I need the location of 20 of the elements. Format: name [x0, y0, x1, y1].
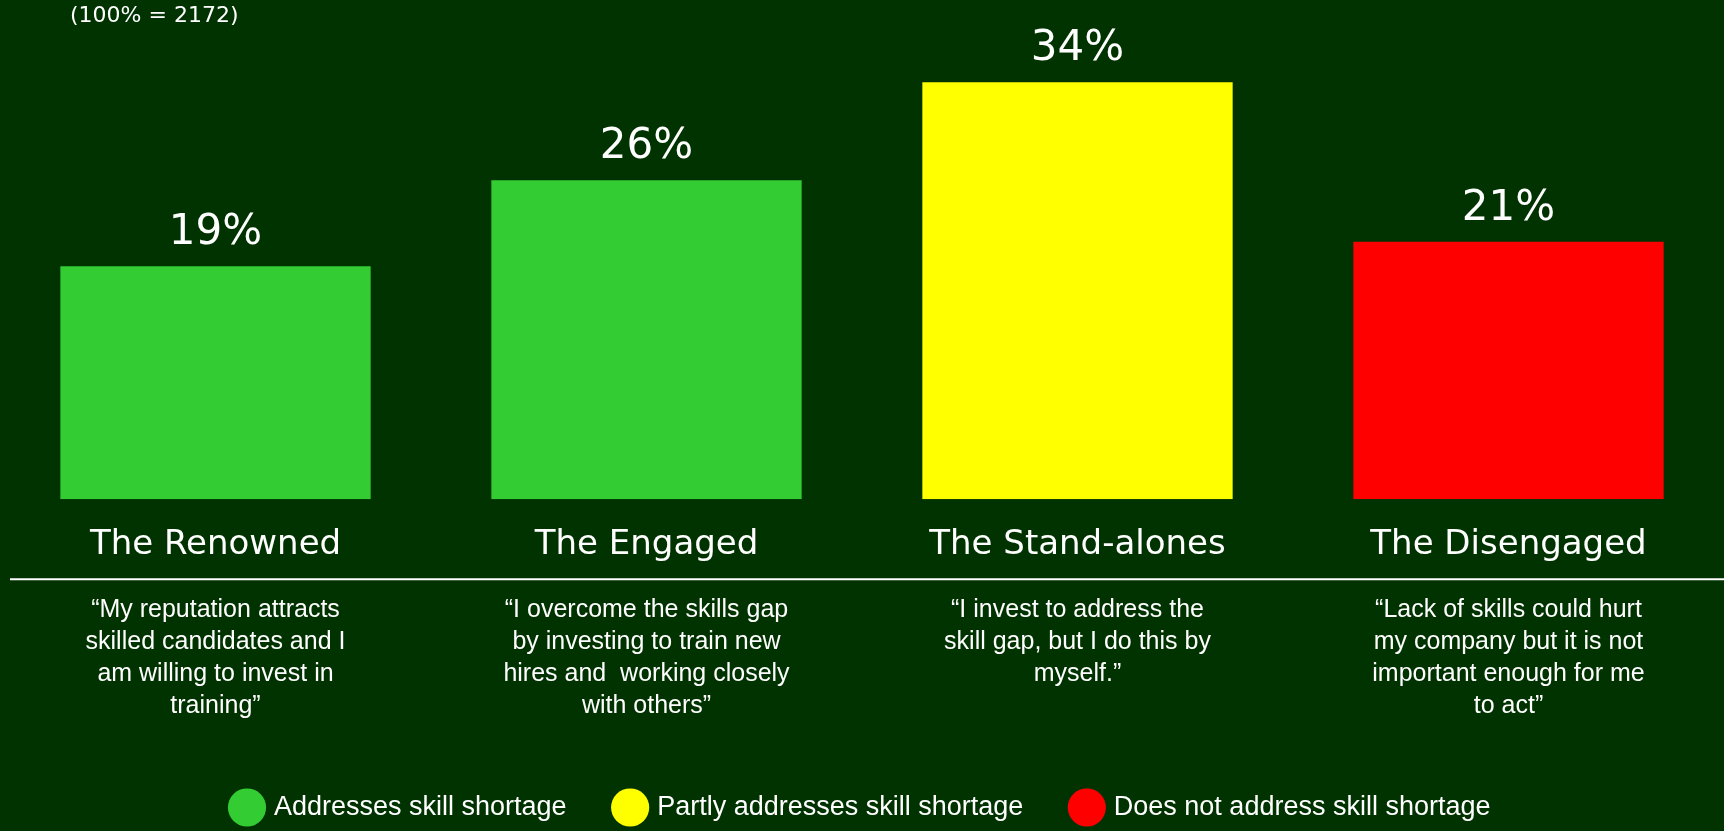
data-label: 26%	[599, 119, 694, 169]
data-label: 19%	[168, 205, 263, 255]
bar	[922, 82, 1233, 500]
legend-label: Does not address skill shortage	[1113, 790, 1491, 821]
x-tick-label: The Stand-alones	[928, 522, 1226, 563]
x-tick-label: The Renowned	[88, 522, 342, 563]
x-tick-label: The Engaged	[533, 522, 759, 563]
legend-label: Partly addresses skill shortage	[657, 790, 1024, 821]
chart-subtitle: (100% = 2172)	[70, 2, 239, 27]
text: “My reputation attracts skilled candidates and I am willing to invest in training”	[85, 593, 346, 718]
data-label: 21%	[1461, 180, 1556, 230]
text: “Lack of skills could hurt my company but it is not important enough for me to act”	[1372, 593, 1645, 718]
bar	[60, 266, 371, 500]
x-tick-label: The Disengaged	[1369, 522, 1647, 563]
data-label: 34%	[1030, 21, 1125, 71]
legend-label: Addresses skill shortage	[274, 790, 567, 821]
text: “I overcome the skills gap by investing to train new hires and working closely with others”	[503, 593, 791, 718]
text: “I invest to address the skill gap, but I do this by myself.”	[944, 593, 1212, 686]
bar	[1353, 241, 1664, 500]
bar	[491, 180, 802, 500]
